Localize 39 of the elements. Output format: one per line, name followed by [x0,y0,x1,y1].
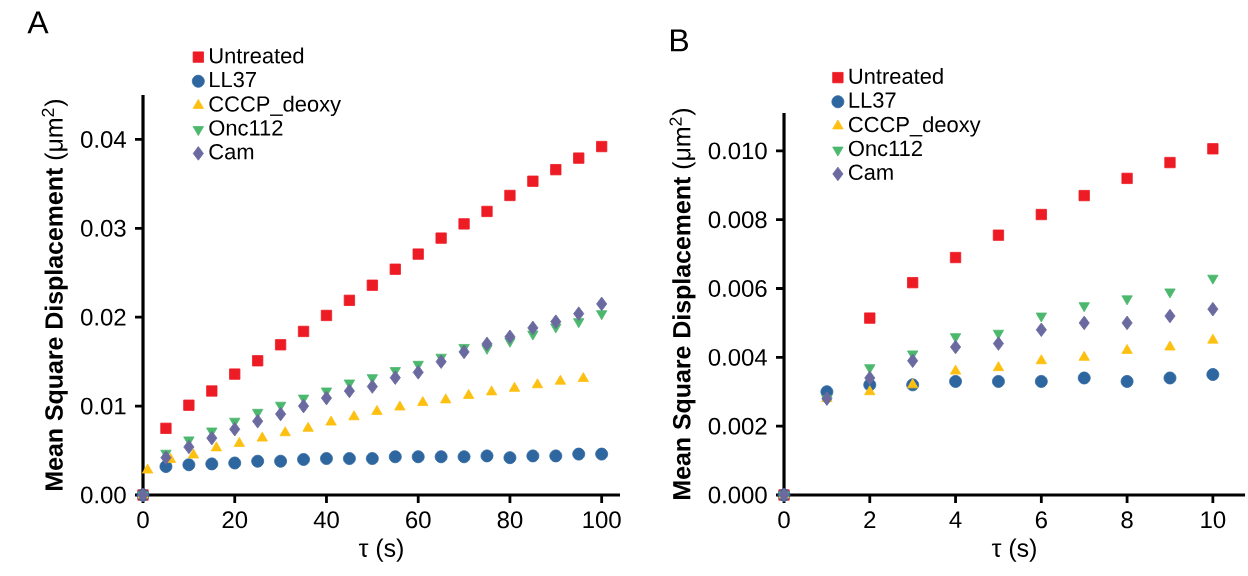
y-tick-label: 0.002 [708,417,767,435]
x-tick-label: 0 [778,511,790,529]
y-tick-label: 0.02 [81,308,126,326]
legend-label: LL37 [210,71,256,88]
legend-label: Cam [209,143,254,160]
x-tick-label: 20 [222,511,248,529]
x-tick-label: 0 [137,511,149,529]
x-tick-label: 6 [1035,511,1047,529]
y-tick-label: 0.03 [81,219,126,237]
y-tick-label: 0.008 [708,211,767,229]
legend-label: Onc112 [848,140,922,157]
legend-label: Untreated [849,67,943,84]
y-tick-label: 0.006 [708,280,767,297]
legend-label: Onc112 [209,120,283,136]
legend-label: CCCP_deoxy [848,116,981,137]
y-tick-label: 0.004 [708,348,767,366]
y-tick-label: 0.00 [81,486,126,504]
x-axis-title: τ (s) [358,538,403,562]
legend-label: LL37 [849,92,896,108]
chart-title: A [27,11,49,34]
x-tick-label: 2 [864,511,876,529]
x-tick-label: 40 [313,511,339,529]
x-tick-label: 8 [1121,511,1133,529]
legend-label: CCCP_deoxy [209,95,341,117]
legend-label: Untreated [209,47,304,64]
y-tick-label: 0.04 [81,130,126,148]
y-tick-label: 0.000 [708,486,767,504]
legend-label: Cam [848,164,893,180]
x-tick-label: 80 [497,511,523,529]
x-tick-label: 60 [406,511,431,529]
y-axis-title: Mean Square Displacement (μm$^{2}$) [669,108,696,499]
y-tick-label: 0.010 [708,142,767,160]
y-tick-label: 0.01 [81,397,126,415]
y-axis-title: Mean Square Displacement (μm$^{2}$) [41,99,68,490]
x-tick-label: 4 [949,511,962,528]
x-axis-title: τ (s) [991,538,1036,562]
x-tick-label: 10 [1201,511,1226,529]
chart-title: B [671,29,688,52]
x-tick-label: 100 [583,511,621,529]
